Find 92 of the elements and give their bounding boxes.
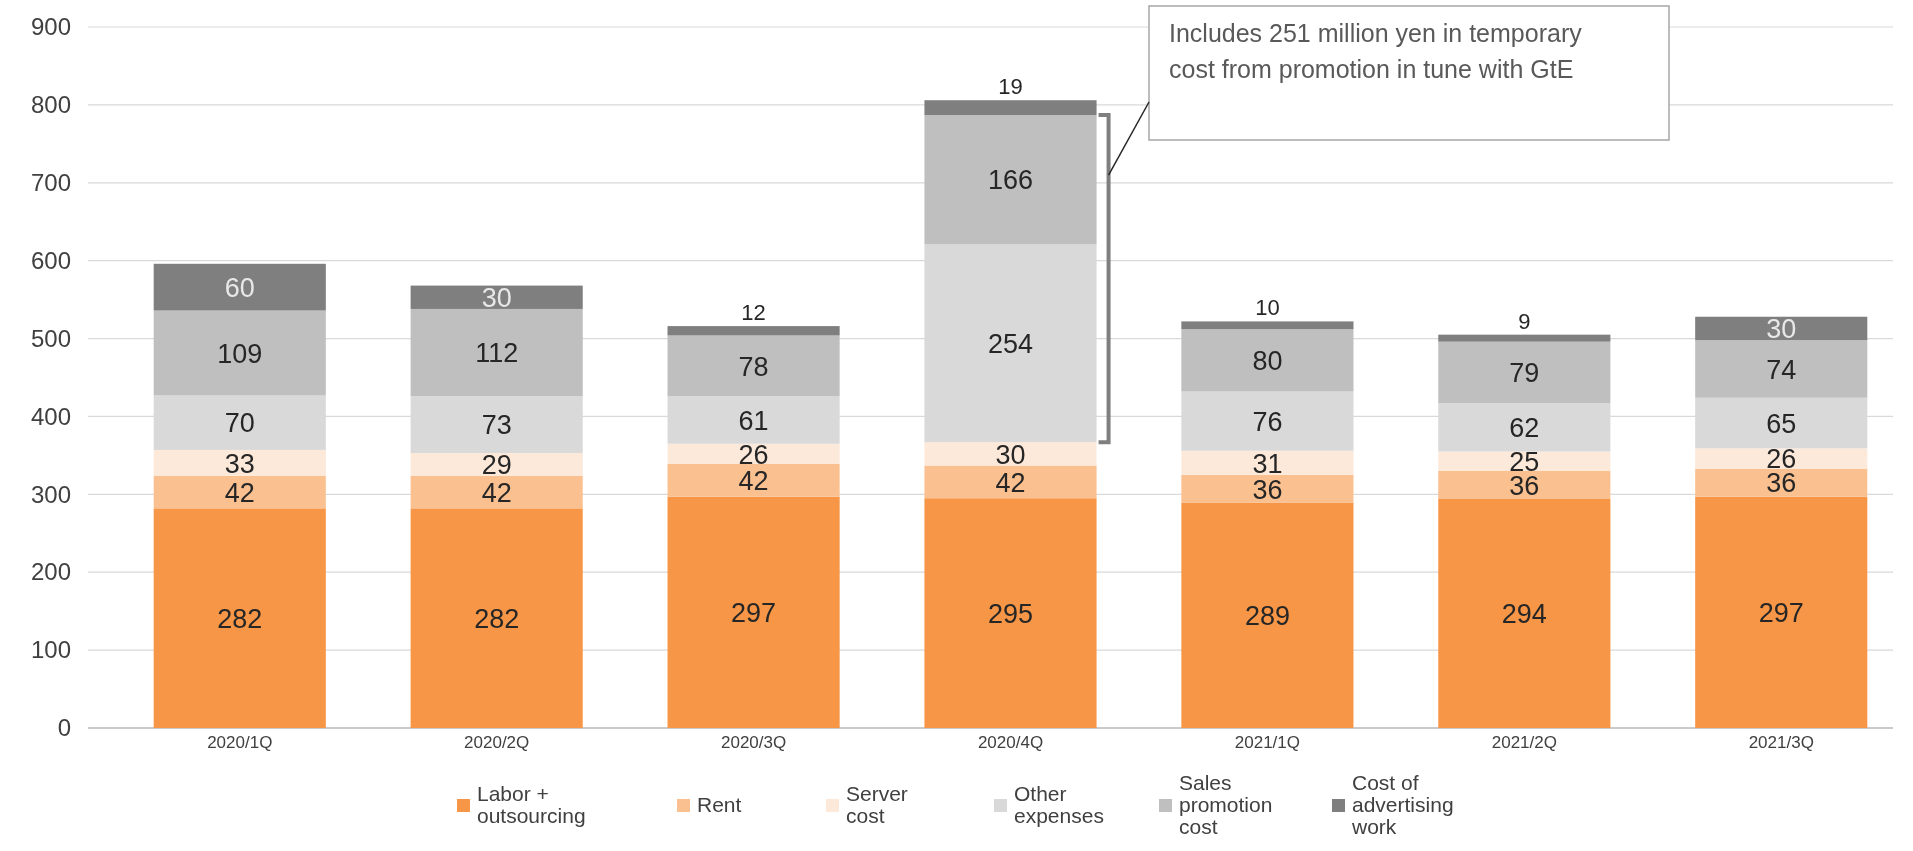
data-label: 112 [475, 338, 519, 369]
bar [1181, 329, 1354, 392]
data-label: 282 [217, 603, 263, 634]
data-label: 12 [741, 300, 766, 326]
legend-label: Other expenses [1014, 782, 1104, 827]
data-label: 70 [224, 408, 255, 439]
bar [1695, 496, 1868, 728]
y-tick-label: 600 [30, 246, 71, 274]
y-tick-label: 100 [30, 636, 71, 664]
annotation: Includes 251 million yen in temporary cost from promotion in tune with GtE [1169, 19, 1583, 83]
bar [1181, 502, 1354, 728]
bar [410, 508, 583, 728]
y-tick-label: 300 [30, 480, 71, 508]
data-label: 109 [217, 338, 263, 369]
data-label: 282 [474, 603, 520, 634]
bar [153, 310, 326, 396]
y-tick-label: 500 [30, 324, 71, 352]
data-label: 30 [481, 282, 512, 313]
y-tick-label: 0 [57, 714, 71, 742]
bar [667, 443, 840, 464]
data-label: 42 [224, 477, 255, 508]
data-label: 80 [1252, 346, 1283, 377]
x-tick-label: 2020/1Q [207, 733, 273, 752]
x-tick-label: 2021/1Q [1234, 733, 1301, 752]
callout-box: Includes 251 million yen in temporary cost from promotion in tune with GtE [1148, 5, 1670, 141]
y-tick-label: 900 [30, 13, 71, 41]
bar [1438, 451, 1611, 471]
bar [1181, 321, 1354, 330]
bar [1438, 334, 1611, 342]
y-tick-label: 200 [30, 558, 71, 586]
bar [153, 508, 326, 728]
bar [1695, 468, 1868, 497]
data-label: 62 [1509, 413, 1540, 444]
data-label: 65 [1766, 408, 1797, 439]
x-tick-label: 2020/2Q [464, 733, 530, 752]
legend-label: Cost of advertising work [1351, 771, 1454, 838]
bar [153, 449, 326, 476]
bar [924, 465, 1097, 499]
legend-label: Labor + outsourcing [477, 782, 586, 827]
bar [1438, 470, 1611, 500]
data-label: 36 [1766, 468, 1797, 499]
bar [410, 475, 583, 509]
y-tick-label: 400 [30, 402, 71, 430]
x-tick-label: 2021/2Q [1491, 733, 1557, 752]
y-tick-label: 700 [30, 168, 71, 196]
data-label: 297 [731, 598, 777, 629]
data-label: 10 [1255, 295, 1280, 321]
bar [1181, 474, 1354, 503]
data-label: 9 [1518, 308, 1531, 334]
bar [153, 263, 326, 311]
data-label: 19 [998, 74, 1023, 100]
bar [1695, 340, 1868, 398]
data-label: 79 [1509, 358, 1540, 389]
y-tick-label: 800 [30, 91, 71, 119]
data-label: 42 [995, 467, 1026, 498]
bar [1438, 499, 1611, 728]
data-label: 78 [738, 351, 769, 382]
bar [667, 496, 840, 728]
data-label: 166 [987, 165, 1034, 196]
data-label: 295 [987, 598, 1034, 629]
data-label: 60 [224, 272, 255, 303]
legend-label: Sales promotion cost [1179, 771, 1273, 838]
bar [410, 308, 583, 397]
bar [924, 442, 1097, 466]
bar [1181, 450, 1354, 475]
data-label: 74 [1766, 354, 1797, 385]
legend-label: Server cost [846, 782, 908, 827]
data-label: 297 [1758, 598, 1804, 629]
data-label: 73 [481, 410, 512, 441]
bar [410, 285, 583, 309]
bar [667, 335, 840, 397]
data-label: 33 [224, 448, 255, 479]
bar [410, 453, 583, 476]
data-label: 294 [1501, 599, 1547, 630]
data-label: 254 [987, 328, 1034, 359]
bar [667, 463, 840, 497]
bar [924, 498, 1097, 728]
data-label: 30 [995, 439, 1026, 470]
x-tick-label: 2020/4Q [977, 733, 1044, 752]
bar [1695, 316, 1868, 341]
bar [1695, 448, 1868, 469]
bar [1438, 341, 1611, 404]
data-label: 76 [1252, 406, 1283, 437]
bar [667, 326, 840, 336]
x-tick-label: 2020/3Q [720, 733, 787, 752]
data-label: 289 [1244, 601, 1290, 632]
legend-label: Rent [697, 793, 742, 816]
bar [924, 100, 1097, 116]
x-tick-label: 2021/3Q [1748, 733, 1814, 752]
data-label: 30 [1766, 314, 1797, 345]
data-label: 61 [738, 405, 769, 436]
bar [153, 475, 326, 509]
